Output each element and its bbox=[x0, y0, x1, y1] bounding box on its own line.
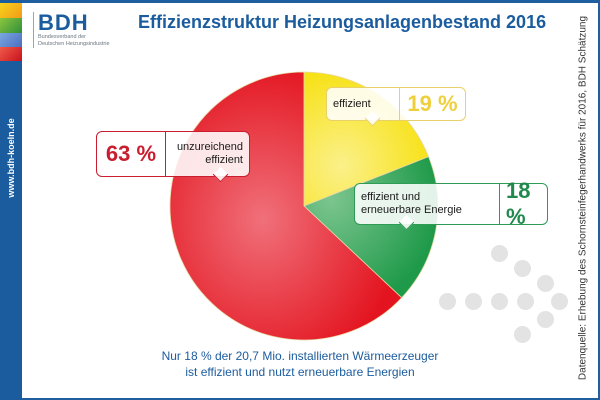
frame-bottom-border bbox=[0, 398, 600, 400]
callout-effizient-erneuerbar: effizient und erneuerbare Energie 18 % bbox=[354, 178, 548, 231]
slice-label-line2: effizient bbox=[205, 154, 243, 166]
arrow-dot bbox=[465, 293, 482, 310]
arrow-dot bbox=[537, 275, 554, 292]
callout-effizient: effizient 19 % bbox=[326, 87, 466, 127]
chart-caption: Nur 18 % der 20,7 Mio. installierten Wär… bbox=[140, 348, 460, 380]
slice-label-line2: erneuerbare Energie bbox=[361, 204, 462, 216]
color-stripe-yellow bbox=[0, 3, 22, 18]
caption-line1: Nur 18 % der 20,7 Mio. installierten Wär… bbox=[161, 349, 439, 363]
frame-right-border bbox=[598, 0, 600, 400]
slice-label-line1: unzureichend bbox=[176, 141, 243, 153]
logo-subtitle-line2: Deutschen Heizungsindustrie bbox=[38, 41, 110, 47]
color-stripe-red bbox=[0, 47, 22, 61]
arrow-dot bbox=[514, 260, 531, 277]
frame-top-border bbox=[0, 0, 600, 3]
slice-label-line1: effizient und bbox=[361, 191, 421, 203]
logo-subtitle-line1: Bundesverband der bbox=[38, 34, 87, 40]
arrow-dot bbox=[491, 245, 508, 262]
slice-label-unzureichend: unzureichend effizient bbox=[166, 132, 249, 176]
slice-value-effizient: 19 % bbox=[407, 91, 458, 116]
left-sidebar: www.bdh-koeln.de bbox=[0, 0, 22, 400]
logo-name: BDH bbox=[38, 10, 89, 35]
slice-label-erneuerbar: effizient und erneuerbare Energie bbox=[355, 184, 500, 224]
color-stripe-green bbox=[0, 18, 22, 33]
data-source-note: Datenquelle: Erhebung des Schornsteinfeg… bbox=[577, 15, 589, 381]
arrow-dot bbox=[491, 293, 508, 310]
chart-title: Effizienzstruktur Heizungsanlagenbestand… bbox=[138, 12, 547, 32]
slice-label-effizient: effizient bbox=[327, 88, 400, 120]
arrow-dot bbox=[514, 326, 531, 343]
slice-value-unzureichend: 63 % bbox=[97, 132, 166, 176]
bdh-logo: BDH Bundesverband der Deutschen Heizungs… bbox=[33, 12, 110, 48]
arrow-dot bbox=[439, 293, 456, 310]
arrow-dot bbox=[517, 293, 534, 310]
caption-line2: ist effizient und nutzt erneuerbare Ener… bbox=[185, 365, 415, 379]
color-stripe-blue bbox=[0, 33, 22, 47]
arrow-dot bbox=[551, 293, 568, 310]
arrow-dot bbox=[537, 311, 554, 328]
slice-value-erneuerbar: 18 % bbox=[506, 178, 531, 229]
callout-unzureichend: 63 % unzureichend effizient bbox=[96, 131, 250, 183]
